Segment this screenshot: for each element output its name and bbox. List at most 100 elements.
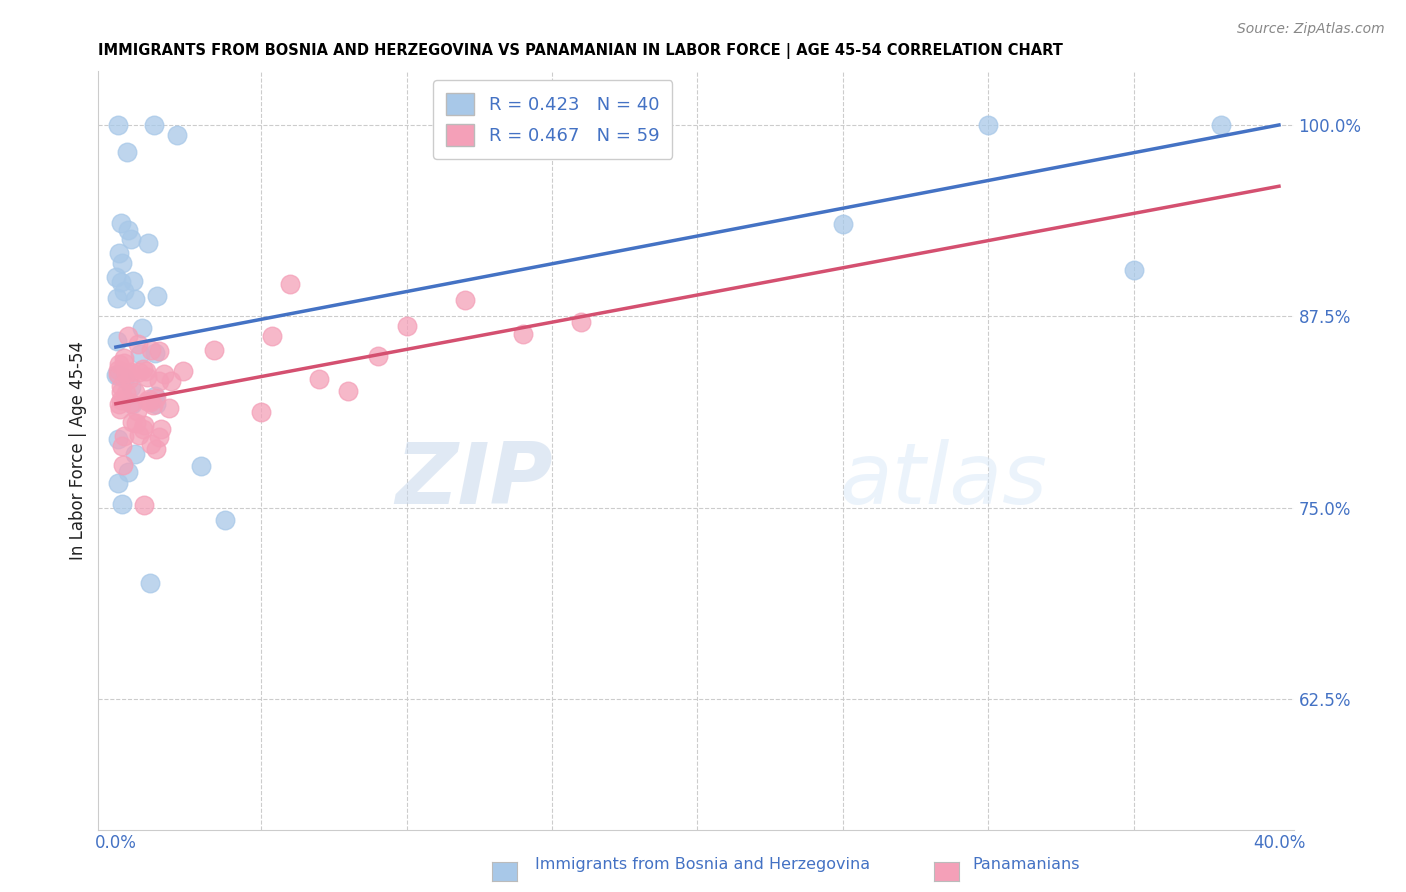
Point (143, 346, 166, 360)
Point (108, 397, 131, 411)
Point (1209, 118, 1232, 132)
Point (125, 416, 148, 430)
Point (145, 391, 167, 405)
Point (107, 475, 129, 490)
Point (132, 418, 155, 433)
Point (110, 379, 132, 393)
Point (831, 217, 853, 231)
Point (112, 284, 135, 298)
Text: Source: ZipAtlas.com: Source: ZipAtlas.com (1237, 22, 1385, 37)
Point (190, 459, 212, 474)
Point (146, 289, 169, 303)
Point (105, 291, 128, 305)
Point (139, 395, 162, 409)
Point (214, 513, 236, 527)
Point (129, 347, 152, 361)
Point (166, 128, 188, 143)
Point (110, 216, 132, 230)
Point (148, 430, 170, 444)
Point (108, 246, 131, 260)
Point (145, 397, 167, 411)
Point (107, 432, 129, 446)
Point (120, 365, 142, 379)
Point (141, 437, 163, 451)
Point (202, 343, 225, 358)
Point (454, 293, 477, 307)
Point (127, 337, 149, 351)
Point (143, 118, 166, 132)
Text: Immigrants from Bosnia and Herzegovina: Immigrants from Bosnia and Herzegovina (536, 857, 870, 872)
Point (308, 372, 330, 386)
Point (105, 269, 128, 284)
Point (111, 256, 134, 270)
Point (124, 385, 146, 400)
Point (115, 367, 138, 381)
Point (108, 358, 131, 372)
Point (131, 361, 153, 376)
Point (120, 395, 142, 409)
Point (139, 576, 162, 591)
Point (112, 370, 135, 384)
Point (132, 422, 155, 436)
Text: Panamanians: Panamanians (973, 857, 1080, 872)
Point (117, 223, 139, 237)
Point (132, 499, 155, 513)
Point (107, 363, 129, 377)
Point (120, 232, 142, 246)
Point (112, 429, 135, 443)
Point (110, 385, 132, 400)
Point (128, 365, 150, 379)
Point (115, 145, 138, 159)
Point (138, 392, 160, 406)
Point (141, 343, 163, 357)
Point (105, 334, 128, 348)
Point (569, 315, 592, 329)
Text: atlas: atlas (839, 439, 1047, 523)
Point (122, 274, 145, 288)
Point (148, 344, 170, 359)
Point (128, 427, 150, 442)
Point (172, 364, 194, 378)
Point (107, 368, 129, 383)
Point (512, 326, 534, 341)
Point (250, 405, 273, 419)
Point (107, 118, 129, 132)
Point (125, 404, 148, 418)
Point (136, 393, 159, 408)
Point (124, 447, 146, 461)
Point (111, 497, 134, 511)
Point (117, 328, 139, 343)
Point (110, 276, 132, 290)
Point (262, 329, 284, 343)
Point (135, 364, 157, 378)
Point (152, 367, 174, 381)
Point (337, 384, 360, 398)
Point (136, 370, 159, 384)
Point (117, 465, 139, 479)
Point (131, 321, 153, 335)
Point (124, 292, 146, 306)
Point (120, 380, 142, 394)
Legend: R = 0.423   N = 40, R = 0.467   N = 59: R = 0.423 N = 40, R = 0.467 N = 59 (433, 80, 672, 159)
Text: ZIP: ZIP (395, 439, 553, 523)
Point (121, 416, 143, 430)
Point (111, 440, 134, 454)
Point (150, 421, 173, 435)
Point (143, 389, 166, 403)
Point (395, 319, 418, 334)
Y-axis label: In Labor Force | Age 45-54: In Labor Force | Age 45-54 (69, 341, 87, 560)
Point (121, 397, 143, 411)
Point (107, 367, 129, 381)
Point (278, 277, 301, 291)
Point (115, 386, 138, 401)
Point (157, 401, 180, 415)
Point (142, 398, 165, 412)
Text: IMMIGRANTS FROM BOSNIA AND HERZEGOVINA VS PANAMANIAN IN LABOR FORCE | AGE 45-54 : IMMIGRANTS FROM BOSNIA AND HERZEGOVINA V… (98, 43, 1063, 59)
Point (1122, 263, 1144, 277)
Point (136, 236, 159, 251)
Point (977, 118, 1000, 132)
Point (367, 349, 389, 363)
Point (117, 371, 139, 385)
Point (159, 374, 181, 388)
Point (110, 392, 132, 407)
